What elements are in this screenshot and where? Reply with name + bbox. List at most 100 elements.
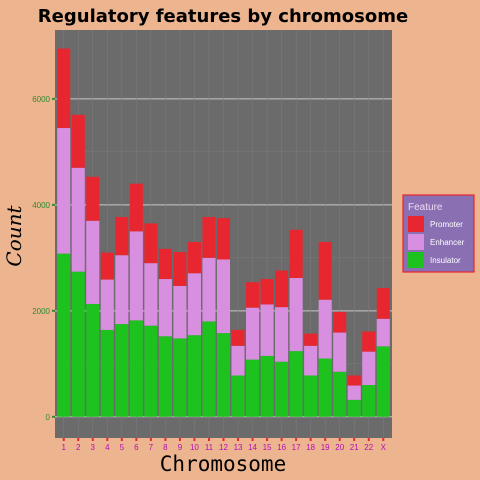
y-tick-label: 6000: [32, 95, 50, 104]
x-tick-label: 3: [91, 443, 96, 452]
bars: [57, 48, 390, 417]
x-tick-label: 17: [292, 443, 301, 452]
bar-promoter-chr-5: [115, 217, 129, 256]
bar-enhancer-chr-22: [362, 351, 376, 386]
bar-promoter-chr-4: [100, 252, 114, 280]
x-tick-label: 4: [105, 443, 110, 452]
bar-insulator-chr-21: [347, 399, 361, 417]
bar-enhancer-chr-2: [71, 167, 85, 272]
y-axis-label: Count: [2, 204, 26, 266]
bar-promoter-chr-16: [275, 270, 289, 308]
x-tick-label: 19: [321, 443, 330, 452]
x-tick-label: 13: [234, 443, 243, 452]
bar-promoter-chr-20: [333, 311, 347, 333]
x-tick-label: 16: [277, 443, 286, 452]
bar-insulator-chr-19: [318, 358, 332, 417]
x-tick-label: 8: [163, 443, 168, 452]
legend: Feature Promoter Enhancer Insulator: [402, 194, 475, 273]
x-tick-label: 12: [219, 443, 228, 452]
x-tick-label: 2: [76, 443, 81, 452]
bar-enhancer-chr-13: [231, 345, 245, 376]
bar-promoter-chr-19: [318, 241, 332, 300]
legend-key-promoter: [408, 216, 424, 232]
bar-enhancer-chr-16: [275, 307, 289, 362]
bar-enhancer-chr-17: [289, 277, 303, 352]
bar-insulator-chr-7: [144, 325, 158, 417]
bar-enhancer-chr-7: [144, 263, 158, 326]
bar-promoter-chr-8: [158, 248, 172, 280]
bar-insulator-chr-11: [202, 321, 216, 417]
bar-enhancer-chr-5: [115, 255, 129, 325]
legend-label-enhancer: Enhancer: [430, 238, 465, 247]
x-tick-label: 14: [248, 443, 257, 452]
bar-promoter-chr-7: [144, 223, 158, 264]
x-tick-label: 9: [178, 443, 183, 452]
bar-insulator-chr-8: [158, 336, 172, 417]
bar-promoter-chr-6: [129, 183, 143, 232]
bar-promoter-chr-13: [231, 329, 245, 346]
bar-promoter-chr-1: [57, 48, 71, 129]
legend-key-enhancer: [408, 234, 424, 250]
bar-promoter-chr-15: [260, 279, 274, 305]
bar-enhancer-chr-15: [260, 304, 274, 356]
legend-key-insulator: [408, 252, 424, 268]
x-tick-label: 20: [335, 443, 344, 452]
chart-title: Regulatory features by chromosome: [38, 6, 408, 27]
x-axis-label: Chromosome: [160, 452, 286, 476]
x-tick-label: 10: [190, 443, 199, 452]
bar-insulator-chr-13: [231, 375, 245, 417]
bar-promoter-chr-11: [202, 217, 216, 258]
bar-promoter-chr-10: [187, 241, 201, 274]
bar-insulator-chr-9: [173, 338, 187, 417]
x-tick-label: 6: [134, 443, 139, 452]
bar-enhancer-chr-11: [202, 257, 216, 322]
bar-enhancer-chr-18: [304, 345, 318, 376]
x-tick-label: 15: [263, 443, 272, 452]
bar-promoter-chr-22: [362, 331, 376, 352]
bar-insulator-chr-1: [57, 253, 71, 417]
bar-enhancer-chr-10: [187, 273, 201, 336]
bar-insulator-chr-3: [86, 303, 100, 417]
bar-insulator-chr-22: [362, 385, 376, 417]
bar-insulator-chr-16: [275, 361, 289, 417]
bar-promoter-chr-X: [376, 288, 390, 319]
bar-insulator-chr-10: [187, 335, 201, 417]
y-tick-label: 4000: [32, 201, 50, 210]
x-tick-label: 11: [205, 443, 214, 452]
legend-title: Feature: [408, 202, 443, 213]
y-tick-label: 0: [46, 413, 51, 422]
bar-promoter-chr-3: [86, 176, 100, 221]
bar-enhancer-chr-14: [246, 307, 260, 360]
bar-promoter-chr-9: [173, 252, 187, 286]
x-tick-label: 7: [149, 443, 154, 452]
bar-promoter-chr-17: [289, 229, 303, 278]
bar-enhancer-chr-19: [318, 299, 332, 359]
bar-enhancer-chr-1: [57, 128, 71, 254]
bar-enhancer-chr-6: [129, 231, 143, 321]
bar-promoter-chr-21: [347, 375, 361, 386]
bar-promoter-chr-18: [304, 333, 318, 346]
bar-insulator-chr-20: [333, 371, 347, 417]
x-tick-label: X: [381, 443, 387, 452]
bar-insulator-chr-4: [100, 329, 114, 417]
bar-enhancer-chr-4: [100, 279, 114, 330]
bar-promoter-chr-12: [216, 218, 231, 260]
x-tick-label: 1: [61, 443, 66, 452]
bar-insulator-chr-X: [376, 346, 390, 417]
bar-insulator-chr-12: [216, 333, 231, 417]
bar-promoter-chr-2: [71, 114, 85, 168]
bar-insulator-chr-15: [260, 355, 274, 417]
bar-enhancer-chr-12: [216, 259, 231, 334]
bar-insulator-chr-18: [304, 375, 318, 417]
bar-promoter-chr-14: [246, 282, 260, 308]
x-tick-label: 21: [350, 443, 359, 452]
legend-label-insulator: Insulator: [430, 256, 461, 265]
bar-enhancer-chr-20: [333, 332, 347, 372]
x-tick-label: 5: [120, 443, 125, 452]
x-tick-label: 22: [364, 443, 373, 452]
legend-label-promoter: Promoter: [430, 220, 463, 229]
bar-enhancer-chr-9: [173, 285, 187, 339]
bar-enhancer-chr-8: [158, 279, 172, 337]
